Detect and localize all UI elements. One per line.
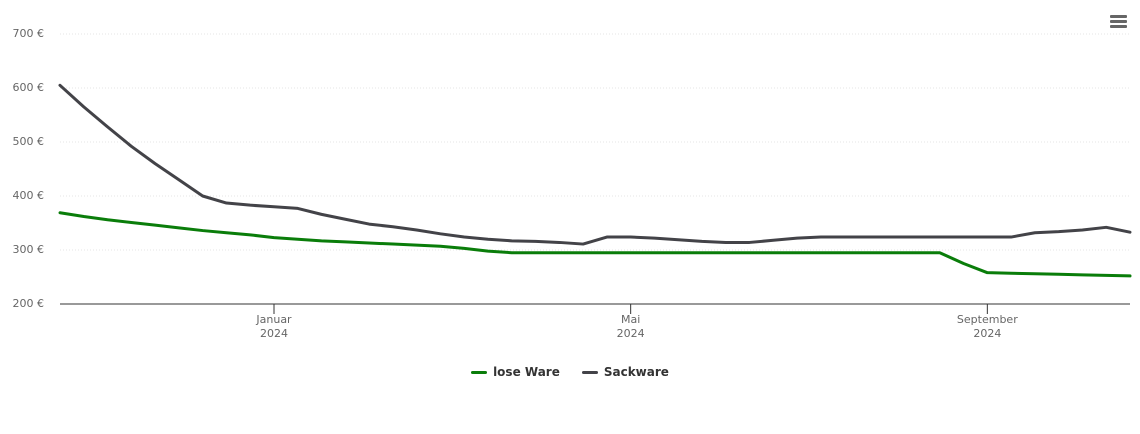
menu-bar bbox=[1110, 20, 1127, 23]
series-line bbox=[58, 211, 1132, 278]
menu-bar bbox=[1110, 25, 1127, 28]
legend-swatch bbox=[471, 370, 488, 374]
x-tick-label: Januar 2024 bbox=[256, 313, 292, 340]
y-tick-label: 200 € bbox=[13, 297, 45, 310]
x-tick-label: September 2024 bbox=[956, 313, 1018, 340]
x-tick-label: Mai 2024 bbox=[616, 313, 645, 340]
menu-button[interactable] bbox=[1110, 15, 1127, 28]
legend: lose Ware Sackware bbox=[0, 365, 1140, 379]
y-tick-label: 600 € bbox=[13, 81, 45, 94]
series-line bbox=[58, 83, 1132, 246]
y-tick-label: 300 € bbox=[13, 243, 45, 256]
y-tick-label: 700 € bbox=[13, 27, 45, 40]
legend-label: Sackware bbox=[603, 365, 669, 379]
legend-label: lose Ware bbox=[493, 365, 560, 379]
y-tick-label: 500 € bbox=[13, 135, 45, 148]
menu-bar bbox=[1110, 15, 1127, 18]
y-tick-label: 400 € bbox=[13, 189, 45, 202]
legend-item[interactable]: lose Ware bbox=[471, 365, 560, 379]
legend-swatch bbox=[581, 370, 598, 374]
legend-item[interactable]: Sackware bbox=[581, 365, 669, 379]
